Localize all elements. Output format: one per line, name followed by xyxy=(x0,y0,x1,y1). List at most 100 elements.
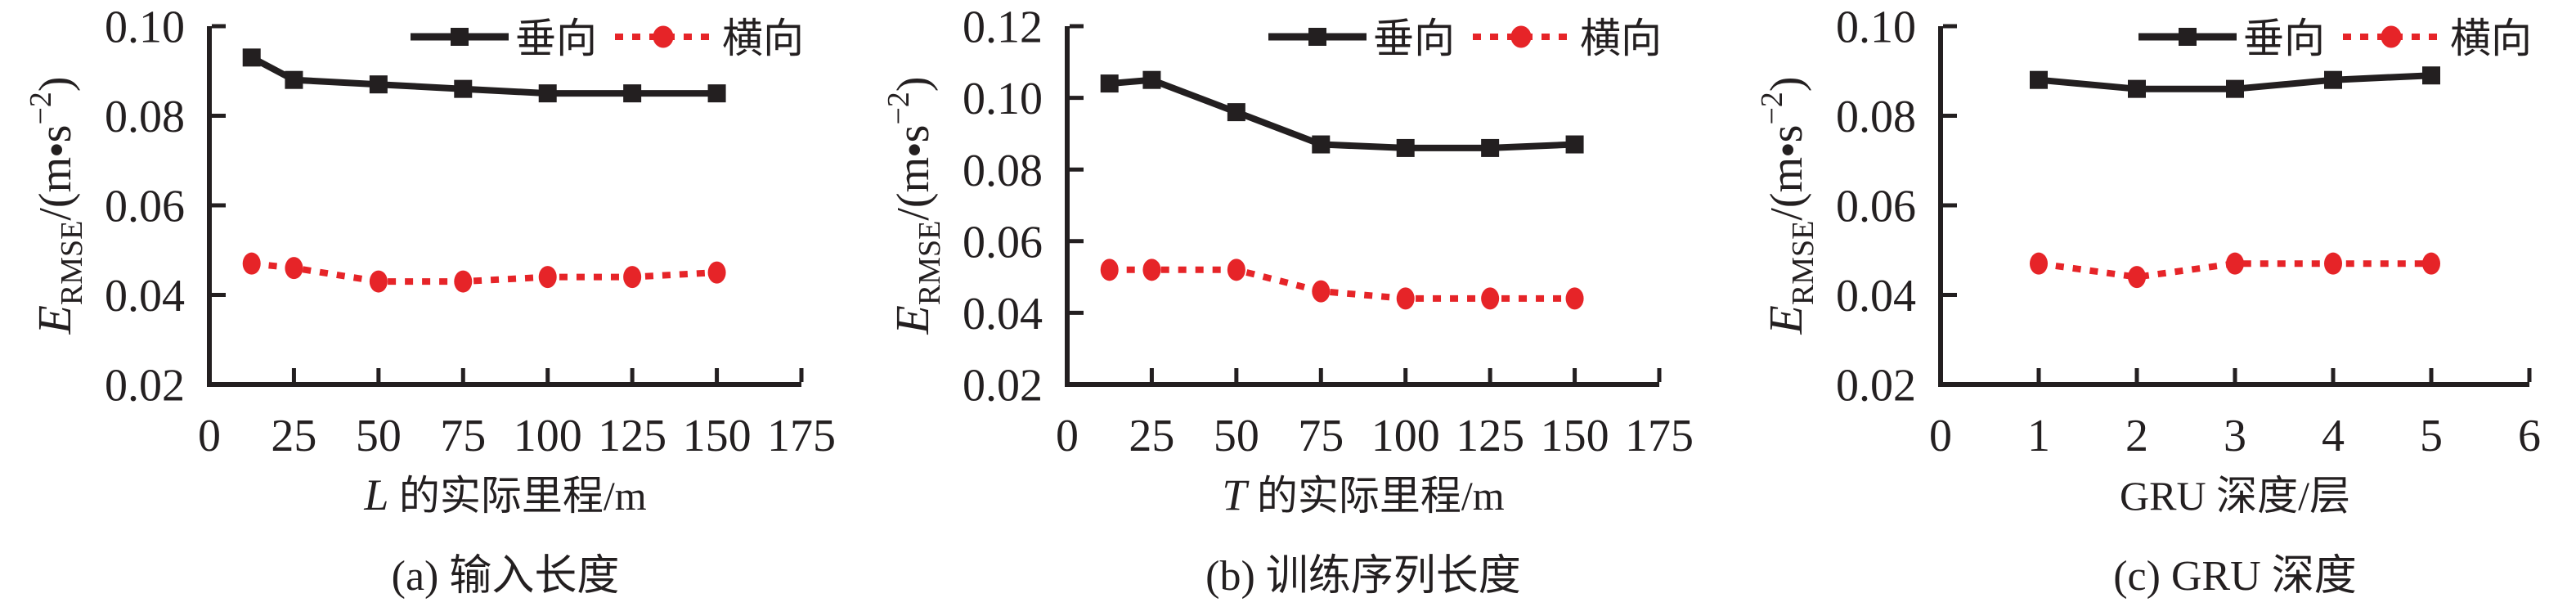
chart-panel-a: 0 25 50 75 100 125 150 175 0.02 0.04 0.06 0.08 0.10 L… xyxy=(24,2,836,600)
panel-caption: (c) GRU 深度 xyxy=(2113,553,2357,600)
x-tick-label: 1 xyxy=(2027,411,2050,461)
data-point-lateral xyxy=(369,270,388,293)
legend-label-lateral: 横向 xyxy=(1580,16,1662,61)
data-point-lateral xyxy=(2422,252,2440,275)
data-point-lateral xyxy=(1100,259,1119,281)
y-tick-label: 0.12 xyxy=(963,2,1043,53)
data-point-lateral xyxy=(707,261,726,284)
data-point-lateral xyxy=(2324,252,2342,275)
legend-label-vertical: 垂向 xyxy=(2243,16,2325,61)
series-line-vertical xyxy=(1109,76,1575,151)
data-point-lateral xyxy=(2030,252,2048,275)
data-point-vertical xyxy=(1142,70,1161,89)
chart-panel-b: 0 25 50 75 100 125 150 175 0.02 0.04 0.06 0.08 0.10 0… xyxy=(882,2,1694,600)
x-tick-label: 4 xyxy=(2322,411,2345,461)
x-tick-label: 0 xyxy=(1929,411,1952,461)
data-point-vertical xyxy=(242,48,261,67)
data-point-vertical xyxy=(369,75,388,94)
x-tick-label: 150 xyxy=(683,411,752,461)
data-point-vertical xyxy=(538,84,557,103)
data-point-lateral xyxy=(1312,280,1331,303)
x-tick-label: 150 xyxy=(1541,411,1609,461)
y-tick-label: 0.10 xyxy=(963,74,1043,124)
data-point-vertical xyxy=(2324,70,2342,89)
y-tick-label: 0.08 xyxy=(1836,92,1916,142)
panel-caption: (b) 训练序列长度 xyxy=(1205,553,1521,600)
legend-label-lateral: 横向 xyxy=(2450,16,2532,61)
data-point-lateral xyxy=(242,252,261,275)
legend: 垂向 横向 xyxy=(1268,16,1662,61)
y-tick-label: 0.02 xyxy=(963,361,1043,411)
y-tick-label: 0.06 xyxy=(1836,182,1916,232)
x-tick-label: 0 xyxy=(198,411,221,461)
data-point-lateral xyxy=(2128,266,2146,289)
x-tick-label: 5 xyxy=(2420,411,2443,461)
legend-label-vertical: 垂向 xyxy=(1373,16,1455,61)
y-tick-label: 0.10 xyxy=(1836,2,1916,53)
data-point-lateral xyxy=(623,266,642,289)
x-tick-label: 0 xyxy=(1056,411,1079,461)
y-tick-label: 0.02 xyxy=(105,361,185,411)
x-tick-label: 175 xyxy=(767,411,836,461)
y-tick-label: 0.04 xyxy=(1836,271,1916,321)
x-tick-label: 75 xyxy=(1298,411,1344,461)
legend-swatch-marker-lateral xyxy=(653,25,674,48)
legend-swatch-marker-vertical xyxy=(451,28,469,46)
data-point-vertical xyxy=(1312,135,1331,154)
x-tick-label: 125 xyxy=(1456,411,1524,461)
x-tick-label: 175 xyxy=(1625,411,1694,461)
data-point-vertical xyxy=(623,84,642,103)
data-point-lateral xyxy=(285,257,303,280)
series-line-lateral xyxy=(251,260,717,286)
y-tick-label: 0.06 xyxy=(105,182,185,232)
legend-swatch-marker-lateral xyxy=(2381,25,2402,48)
x-tick-label: 2 xyxy=(2125,411,2148,461)
series-line-vertical xyxy=(249,54,717,97)
x-tick-label: 50 xyxy=(356,411,402,461)
legend-swatch-marker-lateral xyxy=(1510,25,1532,48)
data-point-vertical xyxy=(707,84,726,103)
x-tick-label: 6 xyxy=(2518,411,2541,461)
x-tick-label: 75 xyxy=(440,411,486,461)
data-point-vertical xyxy=(1100,74,1119,93)
x-tick-label: 50 xyxy=(1214,411,1259,461)
y-tick-label: 0.08 xyxy=(105,92,185,142)
data-point-lateral xyxy=(1227,259,1245,281)
data-point-vertical xyxy=(2422,66,2440,85)
data-point-vertical xyxy=(2128,79,2146,98)
series-line-lateral xyxy=(1109,266,1575,302)
x-axis-title: L 的实际里程/m xyxy=(363,470,646,519)
chart-panel-c: 0 1 2 3 4 5 6 0.02 0.04 0.06 0.08 0.10 GRU 深度/层 ERMSE… xyxy=(1755,2,2541,600)
legend-swatch-marker-vertical xyxy=(2179,28,2197,46)
data-point-vertical xyxy=(2226,79,2244,98)
data-point-lateral xyxy=(1142,259,1161,281)
y-tick-label: 0.04 xyxy=(105,271,185,321)
y-tick-label: 0.08 xyxy=(963,146,1043,196)
data-point-vertical xyxy=(285,70,303,89)
x-tick-label: 3 xyxy=(2224,411,2246,461)
legend-label-vertical: 垂向 xyxy=(515,16,597,61)
y-tick-label: 0.10 xyxy=(105,2,185,53)
data-point-lateral xyxy=(1396,287,1415,310)
data-point-vertical xyxy=(1481,138,1500,157)
data-point-vertical xyxy=(2030,70,2048,89)
y-tick-label: 0.02 xyxy=(1836,361,1916,411)
y-axis-title: ERMSE/(m•s−2) xyxy=(24,76,89,335)
data-point-vertical xyxy=(1227,103,1245,122)
x-tick-label: 25 xyxy=(1129,411,1174,461)
x-tick-label: 100 xyxy=(514,411,582,461)
data-point-lateral xyxy=(454,270,473,293)
x-tick-label: 125 xyxy=(598,411,666,461)
data-point-lateral xyxy=(1565,287,1584,310)
x-axis-title: GRU 深度/层 xyxy=(2120,473,2350,519)
x-tick-label: 25 xyxy=(271,411,316,461)
y-axis-title: ERMSE/(m•s−2) xyxy=(1755,76,1820,335)
y-tick-label: 0.04 xyxy=(963,289,1043,339)
panel-caption: (a) 输入长度 xyxy=(392,553,620,600)
y-axis-title: ERMSE/(m•s−2) xyxy=(882,76,947,335)
data-point-vertical xyxy=(1396,138,1415,157)
x-axis-title: T 的实际里程/m xyxy=(1222,470,1504,519)
data-point-lateral xyxy=(2226,252,2244,275)
